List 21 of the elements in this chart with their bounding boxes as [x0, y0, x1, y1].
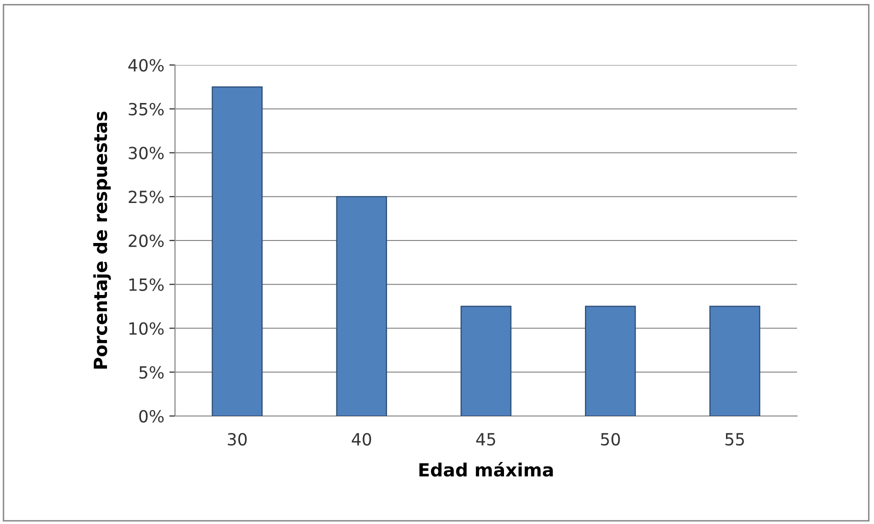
- y-tick-label: 0%: [139, 410, 164, 423]
- y-tick-label: 5%: [139, 366, 164, 379]
- bar: [460, 306, 512, 416]
- bar: [709, 306, 760, 416]
- y-tick-label: 35%: [128, 102, 164, 116]
- x-tick-label: 40: [352, 432, 372, 446]
- y-tick-label: 40%: [128, 58, 164, 72]
- bar: [584, 306, 636, 416]
- y-tick-label: 30%: [128, 146, 164, 160]
- x-tick-label: 30: [228, 432, 247, 446]
- y-tick-label: 20%: [128, 234, 164, 248]
- y-tick-label: 15%: [129, 278, 164, 291]
- x-tick-label: 55: [725, 433, 744, 446]
- x-tick-label: 45: [476, 433, 496, 446]
- bar: [212, 86, 263, 416]
- bar: [336, 196, 388, 416]
- x-tick-label: 50: [601, 432, 620, 446]
- y-axis-title: Porcentaje de respuestas: [93, 112, 111, 369]
- x-axis-title: Edad máxima: [419, 462, 553, 477]
- y-tick-label: 10%: [129, 322, 164, 335]
- y-tick-label: 25%: [128, 190, 164, 204]
